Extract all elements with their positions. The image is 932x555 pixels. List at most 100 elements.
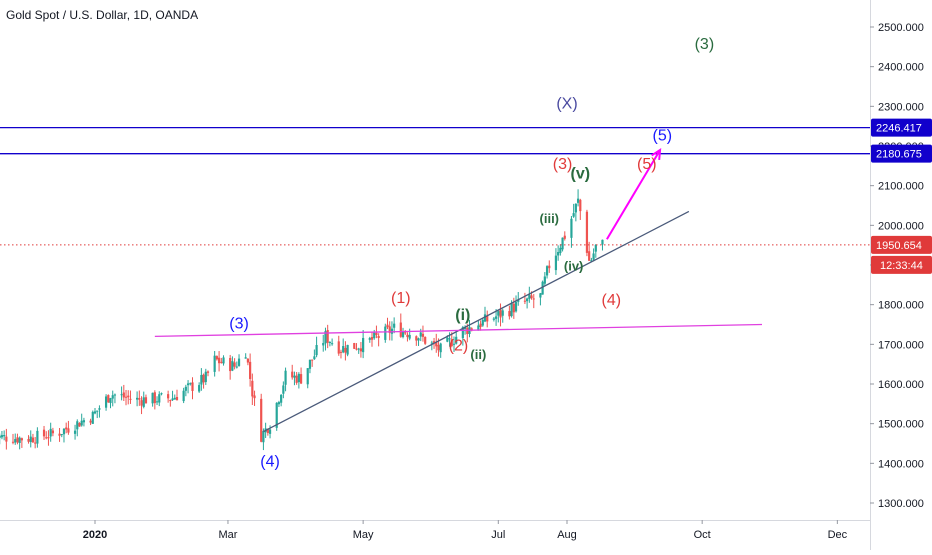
candle-body	[198, 385, 201, 392]
candle-body	[167, 394, 170, 399]
candle	[235, 361, 238, 369]
candle-body	[368, 338, 371, 340]
price-label-box	[871, 144, 932, 163]
candle-body	[532, 298, 535, 300]
candle	[127, 390, 130, 405]
candle	[554, 248, 558, 275]
candle	[27, 435, 30, 444]
candle-body	[419, 332, 422, 337]
candle-body	[160, 393, 163, 395]
x-tick-label: Oct	[694, 529, 711, 541]
candle-body	[45, 437, 48, 439]
candle-body	[479, 323, 482, 327]
candle-body	[388, 326, 391, 333]
candle-body	[324, 331, 327, 344]
candle	[337, 335, 340, 356]
candle	[277, 400, 281, 408]
candle	[393, 317, 396, 334]
y-tick-label: 2500.000	[878, 22, 924, 34]
candle	[222, 355, 225, 366]
candle-body	[200, 374, 203, 385]
candle-body	[127, 395, 130, 398]
candle	[514, 295, 518, 313]
candle	[175, 389, 179, 401]
candle	[401, 327, 405, 339]
candle	[479, 320, 482, 331]
candle	[158, 391, 161, 407]
candle-body	[144, 397, 148, 404]
candle	[486, 310, 489, 328]
candle	[342, 338, 345, 354]
wave-label: (3)	[695, 36, 715, 53]
projection-arrow[interactable]	[606, 149, 661, 240]
candle	[151, 392, 154, 407]
candle	[359, 342, 363, 358]
candle	[370, 331, 374, 347]
candle-body	[477, 325, 480, 331]
candle-body	[104, 396, 108, 408]
candle-body	[18, 437, 21, 443]
candle-body	[73, 430, 77, 434]
candle-body	[91, 411, 94, 424]
candle	[113, 393, 117, 404]
candle-body	[78, 422, 81, 427]
countdown-label: 12:33:44	[880, 260, 923, 272]
candle	[421, 325, 425, 342]
candle	[517, 291, 520, 306]
candle-body	[0, 435, 1, 438]
candle-body	[508, 311, 511, 317]
candle	[313, 349, 316, 360]
candle	[306, 368, 309, 389]
candle-body	[342, 346, 345, 353]
candle	[76, 419, 79, 437]
candle	[353, 342, 356, 350]
candle	[31, 433, 35, 443]
trendline-horizontal-resistance[interactable]	[154, 323, 763, 338]
candle	[576, 189, 580, 207]
candle	[14, 433, 17, 445]
trendline-rising-support[interactable]	[263, 210, 690, 433]
price-label: 2246.417	[876, 123, 922, 135]
candle-body	[140, 400, 143, 406]
candle	[244, 353, 247, 359]
candle	[322, 334, 325, 352]
candle	[579, 198, 582, 220]
candle-body	[543, 276, 546, 284]
candle	[481, 317, 484, 327]
candle	[34, 436, 37, 449]
candle-body	[65, 427, 68, 430]
candle-body	[452, 343, 456, 345]
wave-label: (4)	[260, 453, 280, 470]
candle	[60, 433, 63, 438]
candle	[36, 427, 39, 448]
candle	[73, 424, 77, 440]
candle-body	[186, 383, 190, 386]
candle-body	[514, 301, 518, 312]
candle-body	[14, 439, 17, 443]
candle	[388, 321, 391, 341]
candle	[430, 340, 433, 351]
y-tick-label: 1700.000	[878, 339, 924, 351]
candle-body	[98, 408, 101, 410]
wave-label: (3)	[553, 156, 573, 173]
candle-body	[377, 336, 380, 338]
candle	[415, 335, 418, 346]
candle-body	[184, 386, 187, 391]
candle-body	[313, 356, 316, 360]
candle	[357, 347, 360, 354]
candle	[29, 430, 32, 448]
current-price-box	[871, 235, 932, 254]
candle-body	[357, 348, 360, 350]
candle	[220, 357, 223, 364]
candle	[592, 248, 595, 262]
candle-body	[446, 337, 449, 342]
candle-body	[528, 294, 531, 299]
wave-label: (X)	[556, 96, 577, 113]
candle	[78, 422, 81, 427]
candle	[594, 244, 597, 258]
y-tick-label: 1400.000	[878, 458, 924, 470]
current-price-label: 1950.654	[876, 240, 922, 252]
candle	[47, 430, 50, 446]
candle-body	[215, 356, 218, 360]
